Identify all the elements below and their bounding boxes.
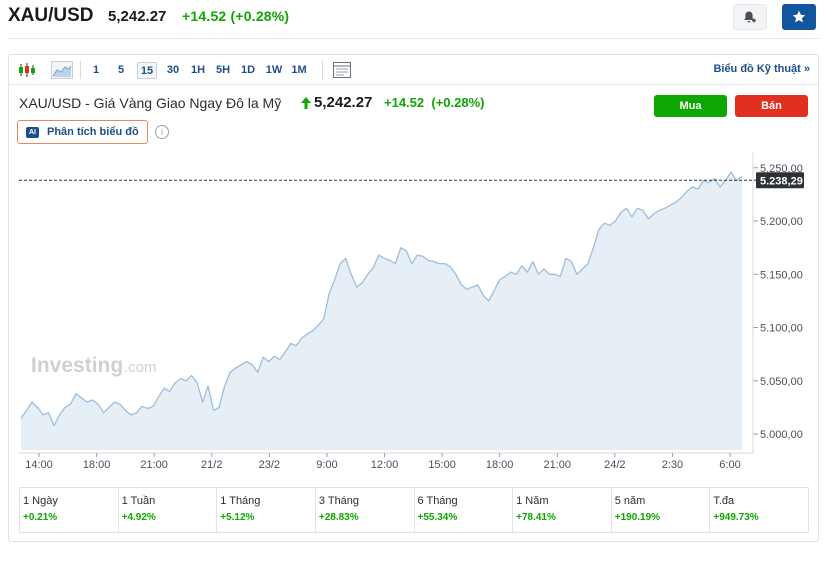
performance-period: 1 Năm [516,495,549,507]
area-chart-icon[interactable] [51,61,73,79]
watermark-brand: Investing [31,354,123,377]
performance-change: +5.12% [220,512,255,523]
star-icon [792,10,806,23]
performance-cell: T.đa +949.73% [710,488,808,532]
y-tick-label: 5.150,00 [760,269,803,281]
add-to-watchlist-button[interactable] [782,4,816,30]
y-tick-label: 5.000,00 [760,429,803,441]
performance-change: +4.92% [121,512,156,523]
performance-change: +0.21% [23,512,58,523]
performance-change: +78.41% [516,512,556,523]
interval-1m[interactable]: 1M [291,64,307,76]
x-tick-label: 6:00 [719,459,740,471]
performance-period: 1 Tuần [121,495,156,507]
interval-5[interactable]: 5 [117,64,125,76]
last-price: 5,242.27 [108,8,167,25]
watermark-suffix: .com [124,359,157,376]
x-tick-label: 15:00 [428,459,456,471]
ai-badge-icon: AI [26,127,39,138]
price-area [21,172,742,450]
x-tick-label: 23/2 [259,459,280,471]
y-tick-label: 5.100,00 [760,323,803,335]
performance-change: +190.19% [614,512,661,523]
price-chart[interactable]: Investing .com 5.000,00 5.050,00 5.100,00 5… [9,55,818,485]
x-tick-label: 24/2 [604,459,625,471]
interval-1[interactable]: 1 [92,64,100,76]
interval-1d[interactable]: 1D [240,64,256,76]
technical-chart-link[interactable]: Biểu đồ Kỹ thuật » [713,63,810,75]
toolbar-divider [80,61,81,79]
chart-change-value: +14.52 [384,95,425,110]
price-change: +14.52 (+0.28%) [182,8,290,24]
x-tick-label: 18:00 [486,459,514,471]
interval-1h[interactable]: 1H [190,64,206,76]
performance-cell: 1 Tuần +4.92% [119,488,218,532]
chart-toolbar: 1 5 15 30 1H 5H 1D 1W 1M Biểu đồ Kỹ thuậ… [9,55,818,85]
interval-30[interactable]: 30 [166,64,180,76]
symbol: XAU/USD [8,5,94,26]
chart-change: +14.52 (+0.28%) [384,95,484,110]
current-price-badge-bg [756,172,804,189]
y-tick-label: 5.050,00 [760,376,803,388]
bell-plus-icon [744,11,756,23]
x-tick-label: 9:00 [316,459,337,471]
interval-5h[interactable]: 5H [215,64,231,76]
x-tick-label: 18:00 [83,459,111,471]
current-price-label: 5.238,29 [760,175,803,187]
x-tick-label: 21/2 [201,459,222,471]
x-tick-label: 12:00 [371,459,399,471]
toolbar-divider [322,61,323,79]
performance-change: +28.83% [318,512,359,523]
layout-icon[interactable] [332,61,352,79]
performance-cell: 5 năm +190.19% [612,488,711,532]
up-arrow-icon [301,97,311,109]
y-tick-label: 5.200,00 [760,216,803,228]
ai-analysis-label: Phân tích biểu đồ [47,126,139,138]
chart-change-percent: (+0.28%) [431,95,485,110]
interval-15[interactable]: 15 [137,62,157,79]
chart-title: XAU/USD - Giá Vàng Giao Ngay Đô la Mỹ [19,95,282,111]
performance-period: 3 Tháng [318,495,360,507]
performance-period: 1 Tháng [220,495,261,507]
x-tick-label: 21:00 [543,459,571,471]
sell-button[interactable]: Bán [735,95,808,117]
current-price-badge: 5.238,29 [756,172,804,189]
x-tick-label: 2:30 [662,459,683,471]
chart-panel: 1 5 15 30 1H 5H 1D 1W 1M Biểu đồ Kỹ thuậ… [8,54,819,542]
performance-period: 1 Ngày [23,495,58,507]
header-divider [8,38,819,39]
buy-button[interactable]: Mua [654,95,727,117]
performance-period: 5 năm [614,495,646,507]
chart-last-price: 5,242.27 [314,94,373,111]
performance-cell: 1 Ngày +0.21% [20,488,119,532]
performance-change: +949.73% [713,512,759,523]
y-tick-label: 5.250,00 [760,163,803,175]
performance-strip: 1 Ngày +0.21% 1 Tuần +4.92% 1 Tháng +5.12% 3 T… [19,487,809,533]
ai-chart-analysis-button[interactable]: AI Phân tích biểu đồ [17,120,148,144]
performance-cell: 6 Tháng +55.34% [415,488,514,532]
performance-change: +55.34% [417,512,458,523]
info-icon[interactable]: i [155,125,169,139]
investing-watermark: Investing .com [31,354,157,377]
performance-cell: 3 Tháng +28.83% [316,488,415,532]
performance-period: 6 Tháng [417,495,458,507]
performance-cell: 1 Năm +78.41% [513,488,612,532]
x-tick-label: 21:00 [140,459,168,471]
interval-1w[interactable]: 1W [265,64,283,76]
price-line [20,171,743,427]
x-tick-label: 14:00 [25,459,53,471]
add-alert-button[interactable] [733,4,767,30]
candlestick-icon[interactable] [17,61,37,79]
performance-period: T.đa [713,495,735,507]
performance-cell: 1 Tháng +5.12% [217,488,316,532]
quote-header: XAU/USD 5,242.27 +14.52 (+0.28%) [0,0,840,36]
